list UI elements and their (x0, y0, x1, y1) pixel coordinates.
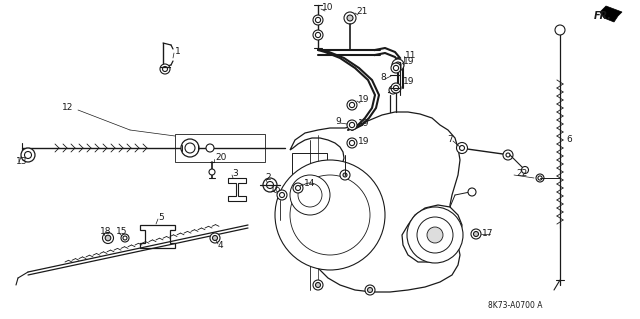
Circle shape (24, 152, 31, 159)
Circle shape (181, 139, 199, 157)
Circle shape (389, 86, 397, 94)
Circle shape (538, 176, 542, 180)
Text: 18: 18 (100, 227, 111, 236)
Circle shape (471, 229, 481, 239)
Circle shape (392, 59, 404, 71)
Circle shape (468, 188, 476, 196)
Circle shape (298, 183, 322, 207)
Circle shape (417, 217, 453, 253)
Text: 5: 5 (158, 213, 164, 222)
Text: 15: 15 (116, 227, 127, 236)
Circle shape (105, 235, 111, 241)
Circle shape (536, 174, 544, 182)
Text: 16: 16 (270, 186, 282, 195)
Circle shape (21, 148, 35, 162)
Text: 2: 2 (265, 174, 271, 182)
Polygon shape (402, 205, 462, 262)
Circle shape (395, 62, 401, 68)
Text: 6: 6 (566, 136, 572, 145)
Polygon shape (600, 6, 622, 22)
Polygon shape (228, 178, 246, 201)
Text: 1: 1 (175, 48, 180, 56)
Circle shape (394, 65, 399, 70)
Text: 20: 20 (215, 153, 227, 162)
Circle shape (313, 280, 323, 290)
Circle shape (555, 25, 565, 35)
Text: 3: 3 (232, 169, 237, 179)
Text: 8K73-A0700 A: 8K73-A0700 A (488, 300, 543, 309)
Circle shape (185, 143, 195, 153)
Text: 13: 13 (16, 158, 28, 167)
Circle shape (290, 175, 370, 255)
FancyBboxPatch shape (292, 153, 327, 243)
Circle shape (313, 15, 323, 25)
Circle shape (407, 207, 463, 263)
Circle shape (343, 173, 347, 177)
Polygon shape (290, 112, 460, 292)
Circle shape (349, 140, 355, 145)
Circle shape (163, 66, 168, 71)
Circle shape (367, 287, 372, 293)
Circle shape (349, 102, 355, 108)
Text: 21: 21 (356, 8, 367, 17)
Text: FR.: FR. (594, 11, 612, 21)
Circle shape (102, 233, 113, 243)
Circle shape (316, 33, 321, 38)
Circle shape (280, 192, 285, 197)
Text: 19: 19 (358, 118, 369, 128)
Circle shape (522, 167, 529, 174)
Circle shape (460, 145, 465, 151)
Text: 19: 19 (358, 137, 369, 146)
Text: 7: 7 (447, 136, 452, 145)
Circle shape (391, 83, 401, 93)
Circle shape (296, 186, 301, 190)
Circle shape (349, 122, 355, 128)
Circle shape (344, 12, 356, 24)
Circle shape (316, 18, 321, 23)
Text: 12: 12 (62, 102, 74, 112)
Text: 19: 19 (403, 78, 415, 86)
Circle shape (123, 236, 127, 240)
Circle shape (160, 64, 170, 74)
Circle shape (340, 170, 350, 180)
Text: 19: 19 (403, 57, 415, 66)
Circle shape (275, 160, 385, 270)
Circle shape (394, 85, 399, 91)
Circle shape (210, 233, 220, 243)
Circle shape (427, 227, 443, 243)
Text: 22: 22 (516, 168, 527, 177)
Text: 8: 8 (380, 73, 386, 83)
Circle shape (290, 175, 330, 215)
Circle shape (391, 63, 401, 73)
Circle shape (293, 183, 303, 193)
Text: 4: 4 (218, 241, 223, 249)
Circle shape (313, 30, 323, 40)
Circle shape (263, 178, 277, 192)
Circle shape (347, 100, 357, 110)
Circle shape (209, 169, 215, 175)
Circle shape (503, 150, 513, 160)
Text: 10: 10 (322, 4, 333, 12)
Circle shape (277, 190, 287, 200)
Circle shape (206, 144, 214, 152)
Text: 11: 11 (405, 50, 417, 60)
Circle shape (456, 143, 467, 153)
Circle shape (365, 285, 375, 295)
Circle shape (212, 235, 218, 241)
Text: 14: 14 (304, 179, 316, 188)
Text: 19: 19 (358, 95, 369, 105)
Polygon shape (140, 225, 175, 248)
Text: 17: 17 (482, 229, 493, 239)
Circle shape (347, 120, 357, 130)
Circle shape (347, 15, 353, 21)
Circle shape (266, 182, 273, 189)
Circle shape (121, 234, 129, 242)
Circle shape (506, 153, 510, 157)
Circle shape (347, 138, 357, 148)
Circle shape (316, 283, 321, 287)
Circle shape (474, 232, 479, 236)
Text: 9: 9 (335, 117, 340, 127)
